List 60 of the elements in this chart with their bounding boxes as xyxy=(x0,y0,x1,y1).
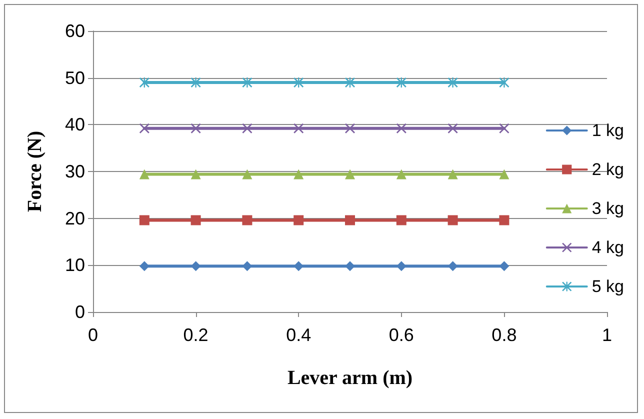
point xyxy=(448,169,458,180)
point xyxy=(499,169,510,180)
legend-label: 5 kg xyxy=(592,277,624,296)
point xyxy=(190,169,201,180)
point xyxy=(499,215,510,226)
x-tick-label: 0.6 xyxy=(388,325,414,345)
point xyxy=(242,78,252,88)
point xyxy=(448,215,458,226)
point xyxy=(396,215,406,226)
x-tick-label: 0 xyxy=(88,325,98,345)
point xyxy=(139,261,150,272)
point xyxy=(448,261,458,272)
point xyxy=(294,169,304,180)
legend-label: 1 kg xyxy=(592,121,624,140)
y-tick-label: 30 xyxy=(64,162,85,182)
point xyxy=(294,215,304,226)
point xyxy=(345,169,355,180)
point xyxy=(499,261,510,272)
x-tick-label: 1 xyxy=(602,325,612,345)
x-tick-label: 0.8 xyxy=(492,325,517,345)
point xyxy=(294,123,304,134)
point xyxy=(294,261,304,272)
point xyxy=(448,78,458,88)
point xyxy=(345,261,355,272)
point xyxy=(345,78,355,88)
legend-label: 4 kg xyxy=(592,238,624,257)
point xyxy=(396,78,406,88)
point xyxy=(190,215,201,226)
point xyxy=(396,261,406,272)
y-tick-label: 20 xyxy=(64,208,85,228)
point xyxy=(345,123,355,134)
point xyxy=(139,78,150,88)
point xyxy=(139,215,150,226)
point xyxy=(190,78,201,88)
y-tick-label: 0 xyxy=(74,302,85,322)
point xyxy=(242,261,252,272)
point xyxy=(448,123,458,134)
point xyxy=(345,215,355,226)
point xyxy=(139,169,150,180)
point xyxy=(242,169,252,180)
x-tick-label: 0.2 xyxy=(183,325,208,345)
point xyxy=(396,123,406,134)
point xyxy=(499,78,510,88)
y-tick-label: 50 xyxy=(64,68,85,88)
point xyxy=(396,169,406,180)
x-tick-label: 0.4 xyxy=(286,325,312,345)
point xyxy=(190,261,201,272)
y-axis-title: Force (N) xyxy=(24,130,46,212)
point xyxy=(499,123,510,134)
point xyxy=(242,215,252,226)
point xyxy=(139,123,150,134)
x-axis-title: Lever arm (m) xyxy=(287,367,413,389)
point xyxy=(190,123,201,134)
legend-label: 3 kg xyxy=(592,199,624,218)
y-tick-label: 10 xyxy=(64,255,85,276)
point xyxy=(294,78,304,88)
legend-label: 2 kg xyxy=(592,160,624,179)
y-tick-label: 40 xyxy=(64,114,85,135)
point xyxy=(242,123,252,134)
y-tick-label: 60 xyxy=(64,21,85,41)
